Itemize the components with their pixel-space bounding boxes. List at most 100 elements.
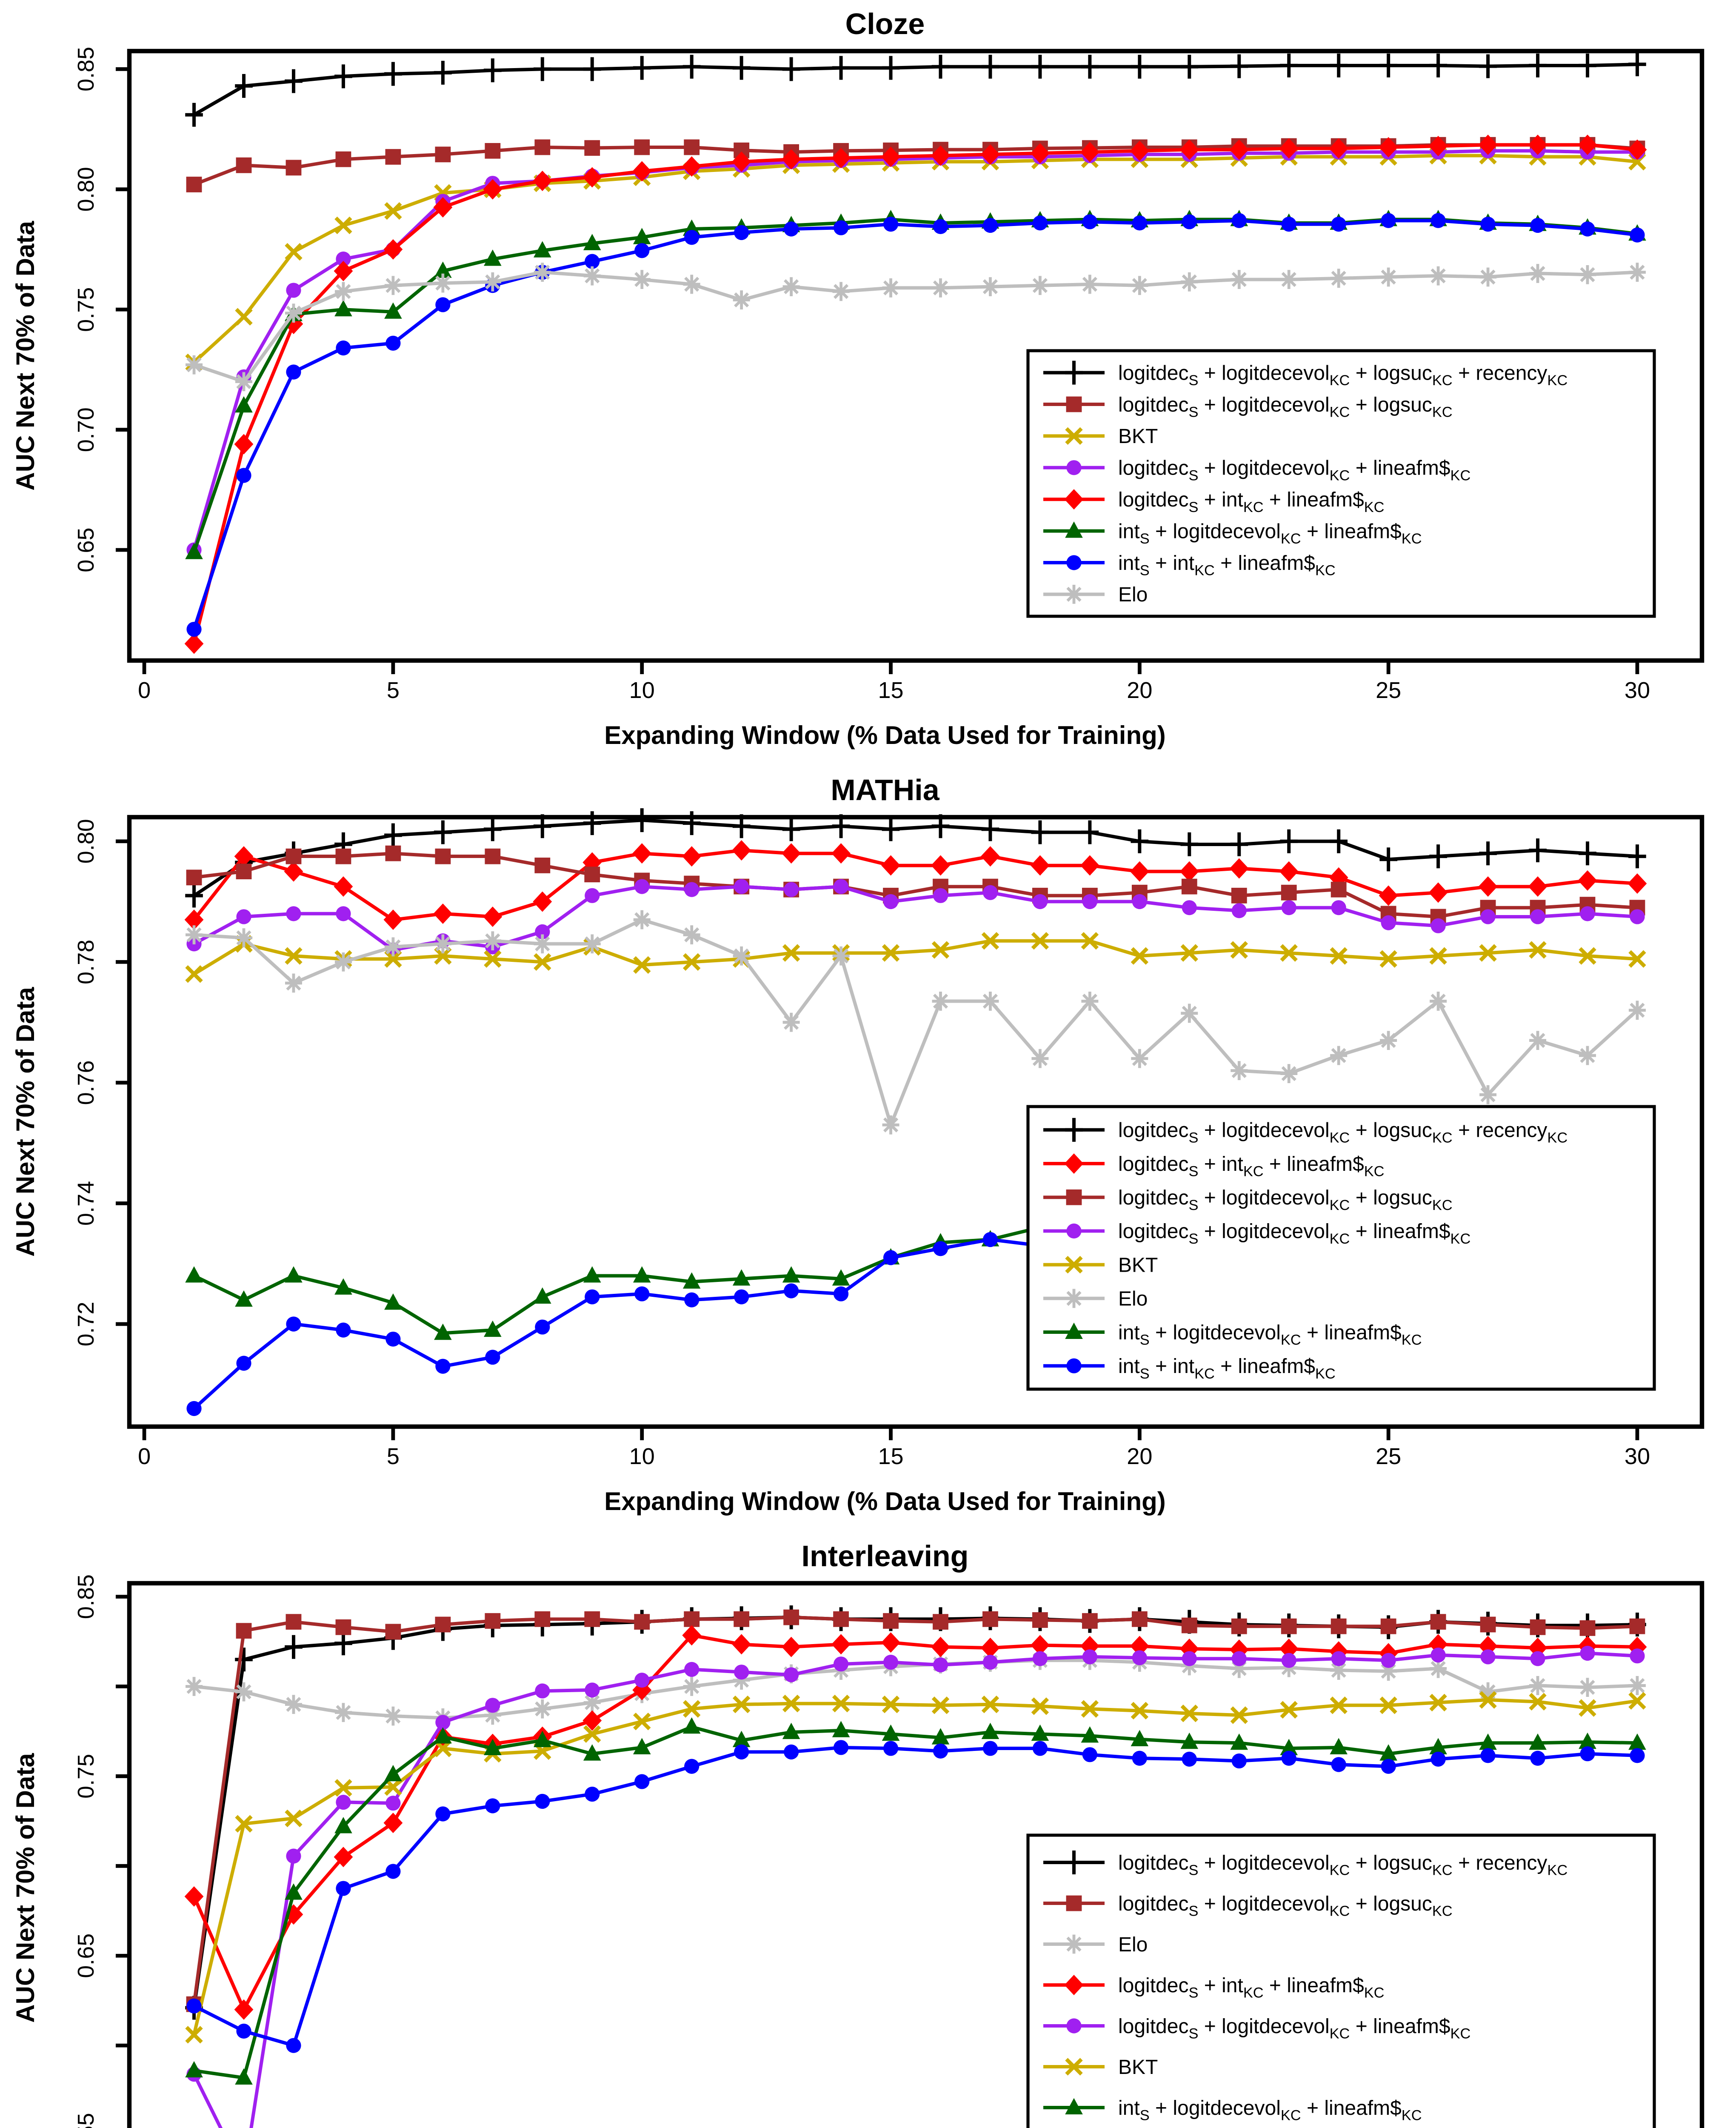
- chart-title: Interleaving: [802, 1539, 969, 1573]
- plus-marker-icon: [633, 56, 651, 80]
- triangle-marker-icon: [782, 1266, 800, 1283]
- circle-marker-icon: [1231, 213, 1247, 228]
- x-marker-icon: [1628, 1692, 1646, 1710]
- circle-marker-icon: [1182, 214, 1197, 229]
- star-marker-icon: [1579, 1046, 1596, 1065]
- star-marker-icon: [1380, 1031, 1397, 1050]
- circle-marker-icon: [435, 1806, 451, 1822]
- plus-marker-icon: [1479, 841, 1497, 866]
- circle-marker-icon: [1066, 555, 1082, 570]
- circle-marker-icon: [1630, 1648, 1645, 1664]
- triangle-marker-icon: [1429, 1738, 1447, 1754]
- circle-marker-icon: [883, 1250, 899, 1265]
- x-marker-icon: [1081, 932, 1099, 950]
- plus-marker-icon: [1280, 53, 1298, 77]
- circle-marker-icon: [1231, 903, 1247, 918]
- circle-marker-icon: [1132, 894, 1147, 910]
- circle-marker-icon: [783, 882, 799, 897]
- diamond-marker-icon: [981, 1637, 1000, 1658]
- square-marker-icon: [1231, 887, 1247, 904]
- star-marker-icon: [186, 1677, 203, 1696]
- circle-marker-icon: [1580, 1746, 1595, 1762]
- x-marker-icon: [1230, 1706, 1248, 1724]
- legend-label: logitdecS + logitdecevolKC + logsucKC: [1118, 1893, 1453, 1919]
- x-marker-icon: [1429, 947, 1447, 965]
- star-marker-icon: [1031, 1049, 1049, 1068]
- legend-item-bkt: BKT: [1043, 1254, 1158, 1276]
- circle-marker-icon: [286, 364, 301, 380]
- diamond-marker-icon: [1578, 870, 1597, 891]
- plus-marker-icon: [384, 823, 402, 847]
- plus-marker-icon: [484, 58, 502, 83]
- x-tick-label: 15: [878, 1444, 903, 1469]
- legend-item-logitdec-int-lineafm: logitdecS + intKC + lineafm$KC: [1043, 1974, 1385, 2001]
- plus-marker-icon: [1131, 54, 1149, 79]
- x-marker-icon: [1330, 1696, 1348, 1714]
- triangle-marker-icon: [434, 1323, 452, 1340]
- star-marker-icon: [782, 277, 800, 296]
- x-marker-icon: [1479, 944, 1497, 962]
- triangle-marker-icon: [1628, 1733, 1646, 1750]
- x-marker-icon: [1429, 1693, 1447, 1712]
- triangle-marker-icon: [434, 261, 452, 278]
- circle-marker-icon: [1530, 909, 1545, 924]
- circle-marker-icon: [1032, 1651, 1048, 1666]
- x-tick-label: 30: [1625, 1444, 1650, 1469]
- chart-cloze: Cloze 0 5 10 15 20 25 30 0.65 0.70 0.75 0.80 0.85 Exp…: [11, 7, 1705, 749]
- x-marker-icon: [534, 953, 551, 971]
- circle-marker-icon: [585, 1787, 600, 1802]
- diamond-marker-icon: [234, 434, 254, 455]
- series-bkt: [185, 1691, 1646, 2044]
- triangle-marker-icon: [484, 1320, 502, 1337]
- x-marker-icon: [1280, 944, 1298, 962]
- legend-item-logitdec-logitdecevol-lineafm: logitdecS + logitdecevolKC + lineafm$KC: [1043, 1220, 1470, 1247]
- x-tick-label: 20: [1127, 1444, 1152, 1469]
- diamond-marker-icon: [732, 1634, 751, 1655]
- x-marker-icon: [732, 1696, 751, 1713]
- circle-marker-icon: [1066, 1223, 1082, 1238]
- diamond-marker-icon: [1379, 885, 1398, 906]
- circle-marker-icon: [236, 909, 251, 924]
- square-marker-icon: [186, 870, 202, 886]
- legend-item-elo: Elo: [1043, 1934, 1148, 1956]
- y-tick-label: 0.85: [73, 1574, 99, 1619]
- triangle-marker-icon: [1031, 1724, 1049, 1741]
- diamond-marker-icon: [1064, 1153, 1084, 1174]
- plus-marker-icon: [1628, 52, 1646, 77]
- circle-marker-icon: [1381, 915, 1396, 930]
- legend-label: intS + logitdecevolKC + lineafm$KC: [1118, 520, 1422, 547]
- x-marker-icon: [1065, 1256, 1083, 1274]
- triangle-marker-icon: [185, 2061, 203, 2078]
- triangle-marker-icon: [1081, 1726, 1099, 1743]
- circle-marker-icon: [1231, 1753, 1247, 1769]
- diamond-marker-icon: [383, 910, 403, 930]
- legend: logitdecS + logitdecevolKC + logsucKC + …: [1026, 1105, 1656, 1391]
- triangle-marker-icon: [1131, 1730, 1149, 1746]
- diamond-marker-icon: [383, 1813, 403, 1833]
- square-marker-icon: [584, 867, 600, 883]
- plus-marker-icon: [1230, 832, 1248, 856]
- triangle-marker-icon: [484, 1739, 502, 1756]
- star-marker-icon: [782, 1013, 800, 1032]
- chart-title: MATHia: [831, 773, 939, 807]
- circle-marker-icon: [734, 225, 749, 240]
- square-marker-icon: [1181, 878, 1197, 895]
- triangle-marker-icon: [185, 543, 203, 559]
- star-marker-icon: [1081, 275, 1099, 294]
- square-marker-icon: [435, 146, 451, 163]
- plot-frame: [127, 49, 1705, 663]
- square-marker-icon: [1131, 1611, 1148, 1627]
- diamond-marker-icon: [682, 1625, 702, 1646]
- plus-marker-icon: [1180, 832, 1199, 856]
- circle-marker-icon: [1630, 909, 1645, 924]
- diamond-marker-icon: [1080, 1636, 1099, 1656]
- legend-label: logitdecS + logitdecevolKC + lineafm$KC: [1118, 457, 1470, 484]
- legend-label: logitdecS + intKC + lineafm$KC: [1118, 489, 1385, 515]
- legend-label: logitdecS + intKC + lineafm$KC: [1118, 1974, 1385, 2001]
- circle-marker-icon: [883, 1654, 899, 1670]
- circle-marker-icon: [783, 1744, 799, 1760]
- square-marker-icon: [634, 1614, 650, 1630]
- x-marker-icon: [882, 944, 900, 962]
